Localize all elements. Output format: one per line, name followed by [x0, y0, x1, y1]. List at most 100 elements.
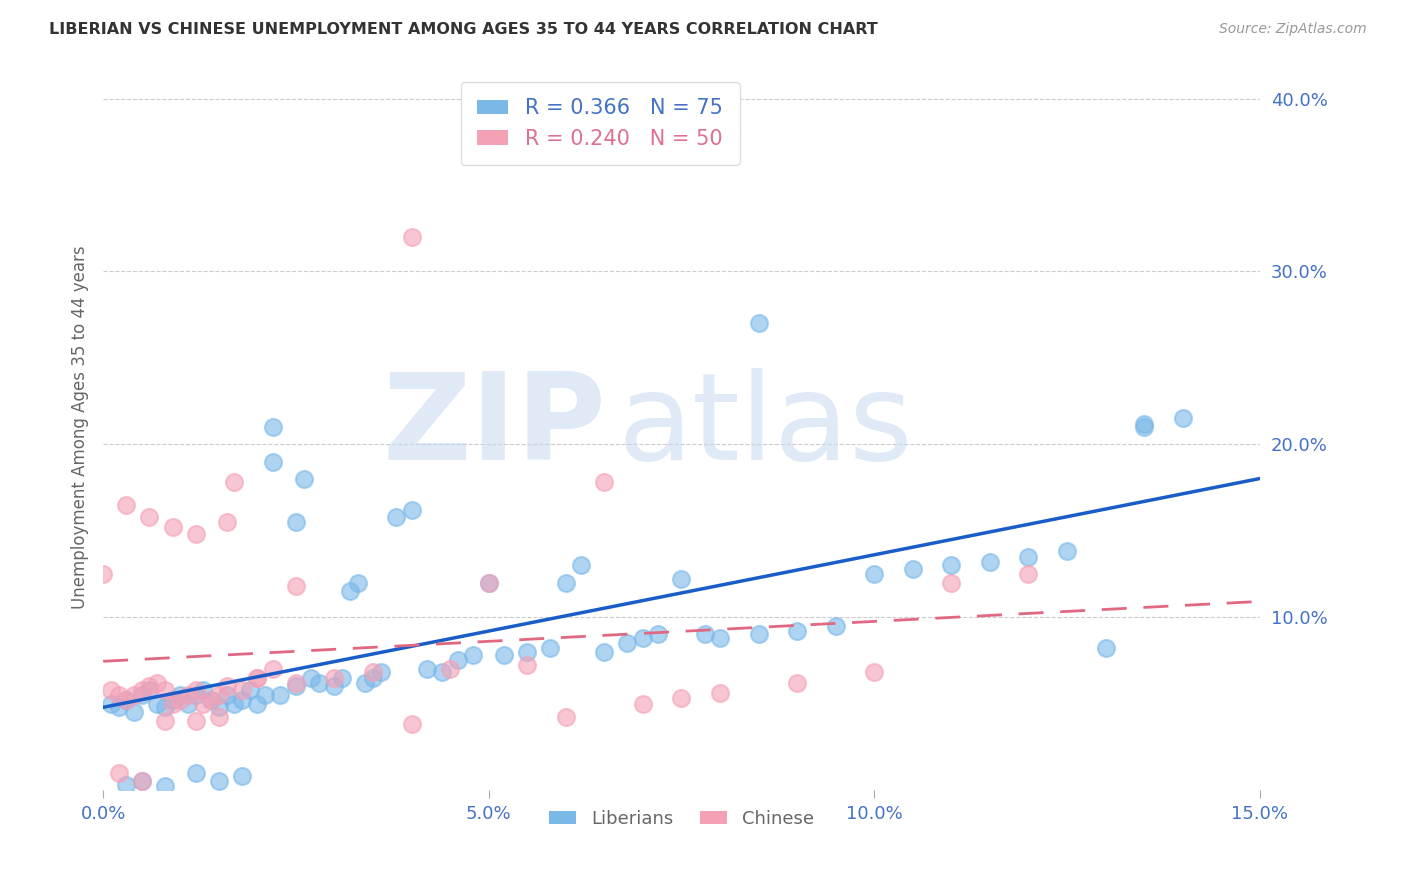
Point [671, 572, 693, 586]
Point [1056, 544, 1078, 558]
Point [138, 509, 160, 524]
Point [146, 697, 169, 711]
Point [284, 675, 307, 690]
Point [1017, 566, 1039, 581]
Point [786, 675, 808, 690]
Point [863, 566, 886, 581]
Point [224, 697, 246, 711]
Point [184, 714, 207, 728]
Point [131, 682, 153, 697]
Point [215, 515, 238, 529]
Point [401, 503, 423, 517]
Point [122, 688, 145, 702]
Point [177, 697, 200, 711]
Point [709, 631, 731, 645]
Point [138, 679, 160, 693]
Point [616, 636, 638, 650]
Point [100, 697, 122, 711]
Point [200, 693, 222, 707]
Point [153, 682, 176, 697]
Point [339, 584, 361, 599]
Point [146, 675, 169, 690]
Point [262, 662, 284, 676]
Point [323, 671, 346, 685]
Point [162, 693, 184, 707]
Point [208, 710, 231, 724]
Point [131, 774, 153, 789]
Point [169, 688, 191, 702]
Point [370, 665, 392, 680]
Point [184, 682, 207, 697]
Point [593, 475, 616, 490]
Point [863, 665, 886, 680]
Point [308, 675, 330, 690]
Point [91, 566, 114, 581]
Point [554, 710, 576, 724]
Point [647, 627, 669, 641]
Point [162, 697, 184, 711]
Point [385, 509, 408, 524]
Point [193, 697, 215, 711]
Point [494, 648, 516, 662]
Point [231, 682, 253, 697]
Y-axis label: Unemployment Among Ages 35 to 44 years: Unemployment Among Ages 35 to 44 years [72, 245, 89, 609]
Point [246, 671, 269, 685]
Point [354, 675, 377, 690]
Point [254, 688, 277, 702]
Point [432, 665, 454, 680]
Point [269, 688, 291, 702]
Point [231, 769, 253, 783]
Point [292, 472, 315, 486]
Point [463, 648, 485, 662]
Point [516, 645, 538, 659]
Point [516, 658, 538, 673]
Point [177, 688, 200, 702]
Point [262, 454, 284, 468]
Point [901, 562, 924, 576]
Point [115, 693, 138, 707]
Point [115, 778, 138, 792]
Point [323, 679, 346, 693]
Point [346, 575, 368, 590]
Point [122, 705, 145, 719]
Point [100, 682, 122, 697]
Point [115, 693, 138, 707]
Point [979, 555, 1001, 569]
Point [748, 627, 770, 641]
Text: LIBERIAN VS CHINESE UNEMPLOYMENT AMONG AGES 35 TO 44 YEARS CORRELATION CHART: LIBERIAN VS CHINESE UNEMPLOYMENT AMONG A… [49, 22, 877, 37]
Point [215, 688, 238, 702]
Point [941, 558, 963, 573]
Point [569, 558, 592, 573]
Point [184, 688, 207, 702]
Point [1017, 549, 1039, 564]
Point [447, 653, 470, 667]
Point [208, 700, 231, 714]
Point [284, 515, 307, 529]
Point [693, 627, 716, 641]
Point [107, 765, 129, 780]
Text: ZIP: ZIP [382, 368, 606, 485]
Point [107, 688, 129, 702]
Legend: Liberians, Chinese: Liberians, Chinese [543, 803, 821, 835]
Point [439, 662, 461, 676]
Point [208, 774, 231, 789]
Point [193, 682, 215, 697]
Point [200, 693, 222, 707]
Point [284, 579, 307, 593]
Point [138, 682, 160, 697]
Text: Source: ZipAtlas.com: Source: ZipAtlas.com [1219, 22, 1367, 37]
Point [215, 679, 238, 693]
Point [330, 671, 353, 685]
Point [153, 714, 176, 728]
Point [224, 475, 246, 490]
Point [1133, 420, 1156, 434]
Point [1094, 641, 1116, 656]
Point [1133, 417, 1156, 431]
Point [131, 688, 153, 702]
Point [284, 679, 307, 693]
Point [246, 671, 269, 685]
Point [115, 498, 138, 512]
Point [748, 316, 770, 330]
Point [824, 618, 846, 632]
Point [671, 691, 693, 706]
